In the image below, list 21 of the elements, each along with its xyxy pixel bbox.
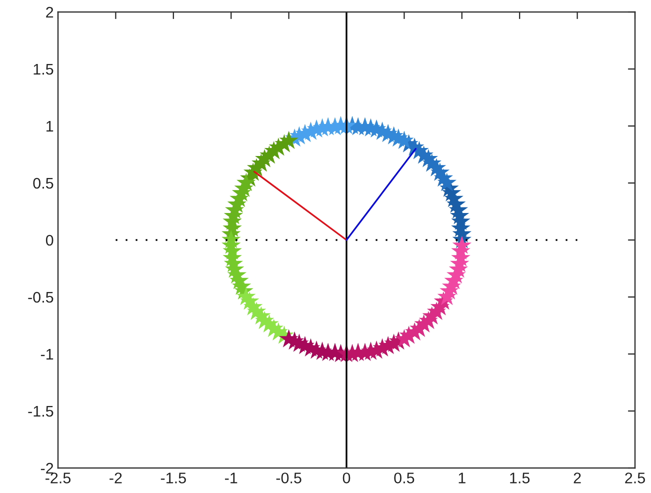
x-tick-label: 1.5 bbox=[510, 472, 530, 484]
x-tick-label: 1 bbox=[458, 472, 466, 484]
point bbox=[452, 236, 472, 254]
x-tick-label: 2 bbox=[574, 472, 581, 484]
x-tick-label: 2.5 bbox=[625, 472, 645, 484]
y-tick-label: 2 bbox=[46, 6, 54, 18]
x-tick-label: -2.5 bbox=[46, 472, 71, 484]
y-tick-label: 0.5 bbox=[33, 178, 54, 189]
y-tick-label: 1 bbox=[46, 121, 54, 132]
y-tick-label: 0 bbox=[46, 234, 54, 246]
x-tick-label: -2 bbox=[110, 472, 122, 484]
y-tick-label: 1.5 bbox=[34, 64, 54, 75]
y-tick-label: -1 bbox=[40, 349, 54, 360]
y-tick-label: -1.5 bbox=[28, 406, 54, 417]
x-tick-label: 0 bbox=[342, 472, 350, 484]
y-tick-label: -2 bbox=[40, 462, 54, 474]
x-tick-label: -1.5 bbox=[160, 472, 186, 484]
x-tick-label: -1 bbox=[224, 472, 238, 484]
x-tick-label: -0.5 bbox=[276, 472, 302, 484]
x-tick-label: 0.5 bbox=[394, 472, 414, 484]
y-tick-label: -0.5 bbox=[28, 292, 54, 303]
